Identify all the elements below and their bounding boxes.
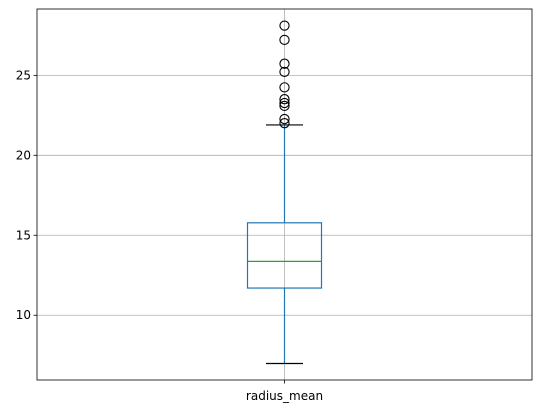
y-tick-label-10: 10 <box>16 308 31 322</box>
x-tick-label-radius_mean: radius_mean <box>246 389 323 403</box>
y-tick-label-20: 20 <box>16 148 31 162</box>
y-tick-label-15: 15 <box>16 228 31 242</box>
y-tick-label-25: 25 <box>16 68 31 82</box>
